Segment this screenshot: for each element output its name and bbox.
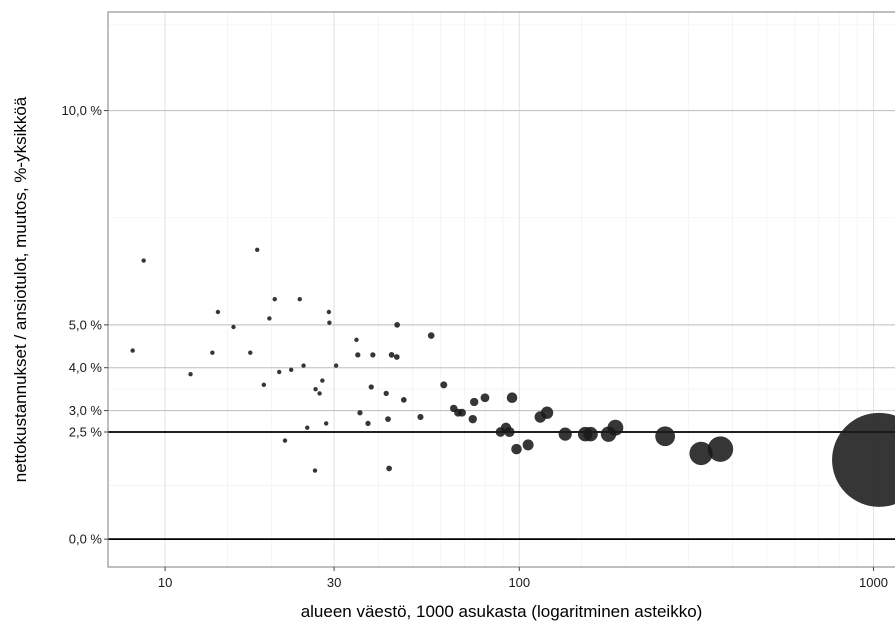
scatter-point bbox=[248, 350, 253, 355]
x-tick-label: 10 bbox=[158, 575, 172, 590]
panel-frame bbox=[107, 11, 895, 568]
scatter-point bbox=[277, 369, 282, 375]
scatter-point bbox=[393, 354, 400, 360]
scatter-point bbox=[394, 321, 400, 328]
y-tick-label: 10,0 % bbox=[62, 103, 103, 118]
scatter-point bbox=[357, 410, 363, 416]
scatter-point bbox=[272, 296, 277, 302]
scatter-point bbox=[386, 465, 392, 472]
y-tick-label: 0,0 % bbox=[69, 532, 103, 547]
scatter-point bbox=[427, 332, 435, 339]
scatter-point bbox=[317, 391, 322, 396]
scatter-point bbox=[480, 393, 490, 403]
scatter-point bbox=[282, 438, 288, 443]
scatter-point bbox=[267, 316, 272, 321]
grid-layer bbox=[108, 12, 895, 567]
scatter-point bbox=[231, 324, 236, 330]
scatter-point bbox=[383, 390, 389, 397]
scatter-point bbox=[355, 352, 361, 358]
scatter-point bbox=[141, 258, 146, 263]
scatter-point bbox=[305, 425, 310, 430]
scatter-point bbox=[312, 468, 318, 473]
scatter-point bbox=[130, 348, 135, 353]
scatter-point bbox=[188, 371, 193, 377]
scatter-point bbox=[320, 378, 325, 383]
scatter-point bbox=[327, 320, 332, 325]
scatter-point bbox=[261, 382, 267, 388]
scatter-point bbox=[540, 406, 554, 419]
scatter-point bbox=[301, 363, 306, 368]
y-axis-ticks: 0,0 % 2,5 % 3,0 % 4,0 % 5,0 % 10,0 % bbox=[62, 103, 108, 547]
y-tick-label: 4,0 % bbox=[69, 360, 103, 375]
scatter-point bbox=[326, 309, 332, 315]
x-tick-label: 100 bbox=[508, 575, 530, 590]
scatter-point bbox=[522, 439, 534, 451]
scatter-point bbox=[468, 414, 477, 424]
scatter-point bbox=[297, 296, 302, 302]
scatter-point bbox=[333, 363, 339, 368]
x-axis-ticks: 10 30 100 1000 bbox=[158, 567, 888, 590]
y-tick-label: 2,5 % bbox=[69, 425, 103, 440]
scatter-point bbox=[458, 408, 466, 417]
scatter-point bbox=[689, 441, 713, 466]
scatter-point bbox=[511, 443, 522, 455]
scatter-point bbox=[313, 386, 318, 392]
scatter-point bbox=[215, 309, 221, 315]
scatter-point bbox=[558, 427, 572, 441]
scatter-point bbox=[417, 413, 424, 421]
scatter-point bbox=[470, 397, 479, 407]
scatter-point bbox=[368, 384, 374, 390]
y-axis-title: nettokustannukset / ansiotulot, muutos, … bbox=[11, 96, 30, 482]
scatter-point bbox=[707, 436, 734, 462]
scatter-point bbox=[655, 426, 676, 447]
scatter-point bbox=[365, 420, 371, 427]
scatter-point bbox=[385, 416, 391, 423]
data-points bbox=[130, 247, 895, 507]
panel-border bbox=[107, 11, 895, 568]
scatter-point bbox=[255, 247, 260, 253]
scatter-point bbox=[440, 381, 448, 389]
scatter-point bbox=[354, 337, 359, 343]
scatter-point bbox=[400, 396, 407, 403]
y-tick-label: 5,0 % bbox=[69, 317, 103, 332]
scatter-point bbox=[323, 421, 329, 426]
scatter-point bbox=[504, 426, 515, 438]
y-tick-label: 3,0 % bbox=[69, 403, 103, 418]
scatter-point bbox=[210, 350, 215, 355]
scatter-point bbox=[506, 392, 518, 403]
x-axis-title: alueen väestö, 1000 asukasta (logaritmin… bbox=[301, 602, 703, 621]
scatter-point bbox=[607, 419, 624, 436]
x-tick-label: 30 bbox=[327, 575, 341, 590]
scatter-point bbox=[288, 367, 294, 373]
scatter-point bbox=[388, 351, 395, 358]
scatter-point bbox=[832, 412, 895, 507]
x-tick-label: 1000 bbox=[859, 575, 888, 590]
scatter-point bbox=[370, 352, 376, 358]
scatter-point bbox=[583, 426, 598, 442]
